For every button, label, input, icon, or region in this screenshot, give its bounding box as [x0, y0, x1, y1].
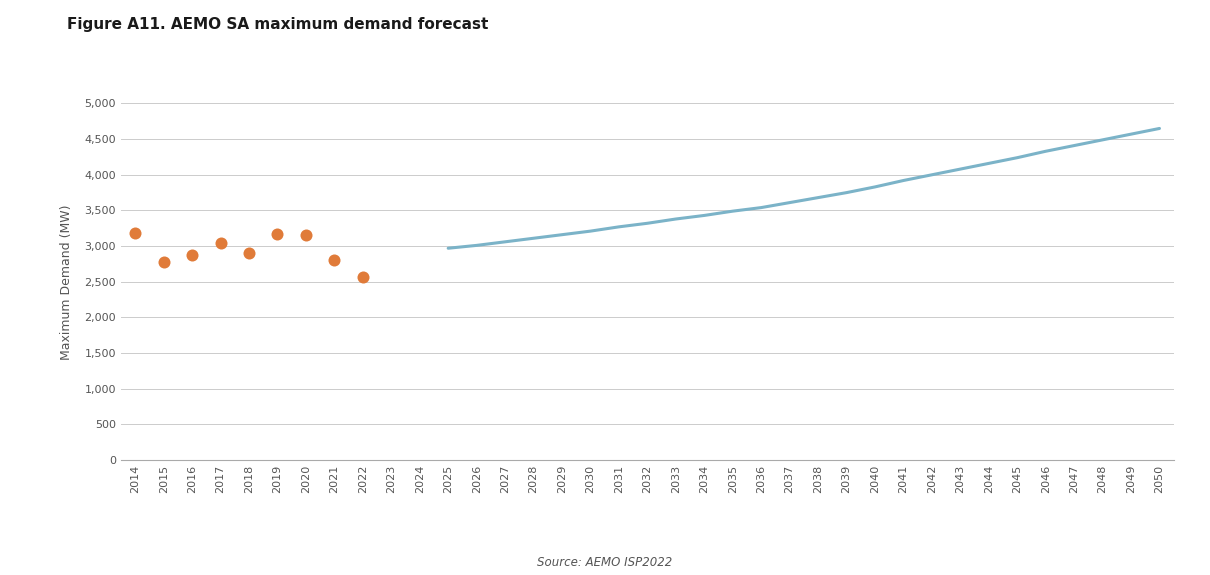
- AEMO Projection (Central POE 50): [1095, 136, 1110, 143]
- AEMO Projection (Central POE 50): [1152, 125, 1166, 132]
- Actual: [183, 251, 202, 260]
- AEMO Projection (Central POE 50): [1010, 154, 1025, 161]
- Actual: [126, 229, 145, 238]
- AEMO Projection (Central POE 50): [583, 228, 598, 235]
- AEMO Projection (Central POE 50): [1038, 148, 1053, 155]
- AEMO Projection (Central POE 50): [726, 208, 741, 214]
- Actual: [353, 272, 373, 281]
- AEMO Projection (Central POE 50): [924, 171, 939, 178]
- Line: AEMO Projection (Central POE 50): AEMO Projection (Central POE 50): [448, 128, 1159, 248]
- Actual: [267, 229, 287, 239]
- AEMO Projection (Central POE 50): [754, 204, 768, 211]
- AEMO Projection (Central POE 50): [897, 177, 911, 184]
- Actual: [211, 238, 230, 247]
- Actual: [324, 256, 344, 265]
- AEMO Projection (Central POE 50): [953, 166, 968, 172]
- Y-axis label: Maximum Demand (MW): Maximum Demand (MW): [60, 204, 74, 359]
- AEMO Projection (Central POE 50): [783, 199, 797, 206]
- AEMO Projection (Central POE 50): [554, 231, 569, 238]
- AEMO Projection (Central POE 50): [497, 239, 512, 246]
- AEMO Projection (Central POE 50): [868, 183, 882, 190]
- Text: Source: AEMO ISP2022: Source: AEMO ISP2022: [537, 556, 673, 569]
- AEMO Projection (Central POE 50): [640, 220, 655, 227]
- AEMO Projection (Central POE 50): [840, 189, 854, 196]
- Text: Figure A11. AEMO SA maximum demand forecast: Figure A11. AEMO SA maximum demand forec…: [67, 17, 488, 32]
- AEMO Projection (Central POE 50): [981, 160, 996, 167]
- AEMO Projection (Central POE 50): [669, 216, 684, 223]
- AEMO Projection (Central POE 50): [611, 224, 626, 231]
- AEMO Projection (Central POE 50): [811, 194, 825, 201]
- Actual: [154, 257, 173, 266]
- AEMO Projection (Central POE 50): [469, 242, 484, 249]
- Actual: [240, 248, 259, 258]
- AEMO Projection (Central POE 50): [1124, 131, 1139, 137]
- AEMO Projection (Central POE 50): [1067, 142, 1082, 149]
- Actual: [296, 230, 316, 239]
- AEMO Projection (Central POE 50): [697, 212, 711, 219]
- AEMO Projection (Central POE 50): [440, 245, 455, 252]
- AEMO Projection (Central POE 50): [526, 235, 541, 242]
